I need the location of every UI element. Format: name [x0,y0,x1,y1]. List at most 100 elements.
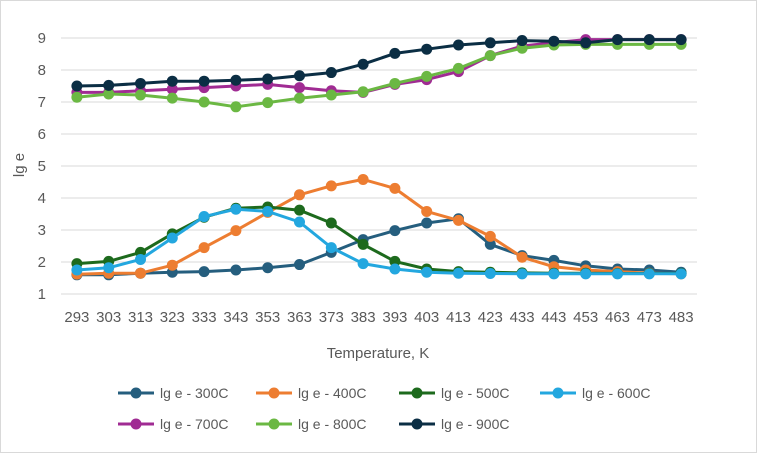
legend-marker [552,387,564,399]
data-point [294,189,305,201]
data-point [516,251,528,263]
legend-marker [268,418,280,430]
data-point [484,37,496,49]
data-point [421,217,433,229]
data-point [262,205,274,217]
data-point [389,182,401,194]
legend-marker [411,418,423,430]
series-2 [71,173,687,280]
data-point [325,217,337,229]
data-point [166,75,178,87]
data-point [421,266,433,278]
data-point [71,91,83,103]
x-tick-label: 353 [255,309,280,326]
legend-marker [268,387,280,399]
data-point [294,204,305,216]
data-point [453,267,464,279]
legend-label: lg e - 700C [160,416,228,432]
legend-label: lg e - 800C [298,416,366,432]
x-tick-label: 483 [669,309,694,326]
x-tick-label: 323 [160,309,185,326]
data-point [675,268,687,280]
data-point [580,268,592,280]
data-point [198,211,210,223]
y-axis-title: lg e [11,153,28,177]
legend: lg e - 300C lg e - 400C lg e - 500C lg e - … [118,385,650,432]
x-tick-label: 433 [510,309,535,326]
legend-label: lg e - 500C [441,385,509,401]
x-tick-label: 343 [223,309,248,326]
x-tick-label: 463 [605,309,630,326]
data-point [103,88,115,100]
series-line [76,38,682,94]
data-point [262,73,274,85]
data-point [294,216,305,228]
data-point [357,58,369,70]
legend-label: lg e - 900C [441,416,509,432]
data-point [103,79,115,91]
data-point [389,77,401,89]
y-tick-label: 5 [38,158,46,175]
data-point [548,268,560,280]
data-point [484,238,496,250]
series-lines [71,34,687,281]
data-point [516,35,528,47]
x-tick-label: 423 [478,309,503,326]
data-point [166,83,178,95]
y-tick-label: 2 [38,254,46,271]
data-point [166,232,178,244]
data-point [389,255,401,267]
data-point [230,264,242,276]
series-7 [71,34,687,92]
data-point [198,75,210,87]
data-point [453,214,464,226]
data-point [71,80,83,92]
data-point [389,47,401,59]
data-point [548,35,560,47]
data-point [230,101,242,113]
legend-item: lg e - 700C [118,416,228,432]
data-point [357,258,369,270]
legend-label: lg e - 300C [160,385,228,401]
legend-item: lg e - 900C [399,416,509,432]
data-point [294,259,305,271]
x-tick-label: 333 [192,309,217,326]
x-tick-label: 313 [128,309,153,326]
series-6 [71,38,687,113]
x-tick-label: 453 [573,309,598,326]
legend-item: lg e - 800C [256,416,366,432]
y-tick-label: 7 [38,94,46,111]
data-point [325,67,337,79]
legend-label: lg e - 400C [298,385,366,401]
data-point [230,74,242,86]
data-point [484,268,496,280]
x-tick-label: 393 [382,309,407,326]
x-tick-label: 383 [351,309,376,326]
gridlines [61,37,697,295]
x-tick-label: 293 [64,309,89,326]
data-point [484,50,496,62]
data-point [643,268,655,280]
data-point [484,230,496,242]
data-point [421,205,433,217]
data-point [230,203,242,215]
x-tick-label: 443 [541,309,566,326]
data-point [166,259,178,271]
y-axis-ticks: 1 2 3 4 5 6 7 8 9 [38,30,46,303]
data-point [389,263,401,275]
data-point [135,77,146,89]
y-tick-label: 6 [38,126,46,143]
legend-label: lg e - 600C [582,385,650,401]
legend-item: lg e - 600C [540,385,650,401]
y-tick-label: 3 [38,222,46,239]
data-point [103,262,115,274]
data-point [294,70,305,82]
data-point [294,82,305,94]
data-point [198,96,210,108]
data-point [643,34,655,46]
data-point [230,225,242,237]
x-tick-label: 303 [96,309,121,326]
data-point [198,266,210,278]
